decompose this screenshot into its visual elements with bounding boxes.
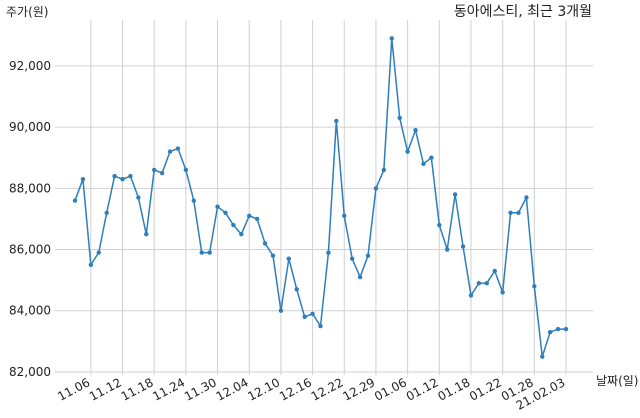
point xyxy=(532,284,537,289)
point xyxy=(310,311,315,316)
point xyxy=(223,210,228,216)
point xyxy=(247,213,252,219)
x-tick-label: 01.12 xyxy=(404,375,441,403)
point xyxy=(563,326,569,332)
point xyxy=(389,36,394,41)
y-tick-label: 88,000 xyxy=(9,181,51,195)
point xyxy=(484,280,490,286)
point xyxy=(429,155,434,160)
x-tick-label: 11.12 xyxy=(87,375,124,403)
x-axis-label: 날짜(일) xyxy=(596,374,638,388)
point xyxy=(72,198,78,203)
x-tick-label: 11.24 xyxy=(150,375,187,403)
x-tick-label: 12.29 xyxy=(340,375,377,403)
x-tick-label: 12.16 xyxy=(277,375,314,403)
point xyxy=(381,167,387,173)
point xyxy=(183,167,189,173)
point xyxy=(326,250,331,255)
point xyxy=(144,232,149,237)
x-tick-label: 11.06 xyxy=(55,375,92,403)
x-tick-label: 11.30 xyxy=(182,375,219,403)
point xyxy=(104,210,109,216)
point xyxy=(555,326,561,332)
point xyxy=(294,287,299,292)
point xyxy=(80,176,86,182)
point xyxy=(191,198,196,203)
y-tick-label: 92,000 xyxy=(9,59,51,73)
point xyxy=(508,210,513,216)
y-axis-label: 주가(원) xyxy=(6,5,48,19)
point xyxy=(421,161,426,167)
point xyxy=(286,256,292,261)
point xyxy=(468,293,474,298)
chart-title: 동아에스티, 최근 3개월 xyxy=(454,4,592,20)
x-tick-label: 11.18 xyxy=(119,375,156,403)
point xyxy=(492,268,497,274)
y-tick-label: 82,000 xyxy=(9,365,51,379)
point xyxy=(413,127,418,133)
point xyxy=(460,244,466,249)
x-tick-label: 01.18 xyxy=(435,375,472,403)
line xyxy=(74,38,566,357)
point xyxy=(262,241,268,246)
point xyxy=(540,354,545,359)
point xyxy=(231,222,236,228)
point xyxy=(136,195,141,200)
point xyxy=(278,308,284,313)
x-tick-label: 12.10 xyxy=(245,375,282,403)
point xyxy=(159,170,165,176)
point xyxy=(128,173,133,179)
point xyxy=(357,274,363,280)
point xyxy=(476,280,482,286)
y-tick-label: 90,000 xyxy=(9,120,51,134)
y-tick-label: 86,000 xyxy=(9,243,51,257)
point xyxy=(397,115,402,121)
point xyxy=(112,173,117,179)
point xyxy=(151,167,157,173)
point xyxy=(318,323,323,329)
point xyxy=(452,192,458,197)
point xyxy=(437,222,442,228)
point xyxy=(405,149,410,154)
point xyxy=(334,118,339,124)
point xyxy=(199,250,204,255)
point xyxy=(175,146,181,151)
point xyxy=(254,216,260,222)
point xyxy=(239,232,244,237)
point xyxy=(96,250,101,255)
point xyxy=(524,195,529,200)
point xyxy=(167,149,173,154)
point xyxy=(547,329,553,335)
x-tick-label: 12.04 xyxy=(214,375,251,403)
x-tick-label: 01.06 xyxy=(372,375,409,403)
point xyxy=(500,290,505,295)
point xyxy=(88,262,94,268)
point xyxy=(342,213,347,219)
point xyxy=(373,186,379,191)
point xyxy=(302,314,307,320)
point xyxy=(215,204,220,209)
point xyxy=(120,176,125,182)
point xyxy=(445,247,450,252)
point xyxy=(270,253,276,258)
point xyxy=(516,210,521,216)
x-tick-label: 12.22 xyxy=(309,375,346,403)
point xyxy=(207,250,212,255)
y-tick-label: 84,000 xyxy=(9,304,51,318)
point xyxy=(349,256,355,261)
point xyxy=(365,253,371,258)
x-tick-label: 01.22 xyxy=(467,375,504,403)
